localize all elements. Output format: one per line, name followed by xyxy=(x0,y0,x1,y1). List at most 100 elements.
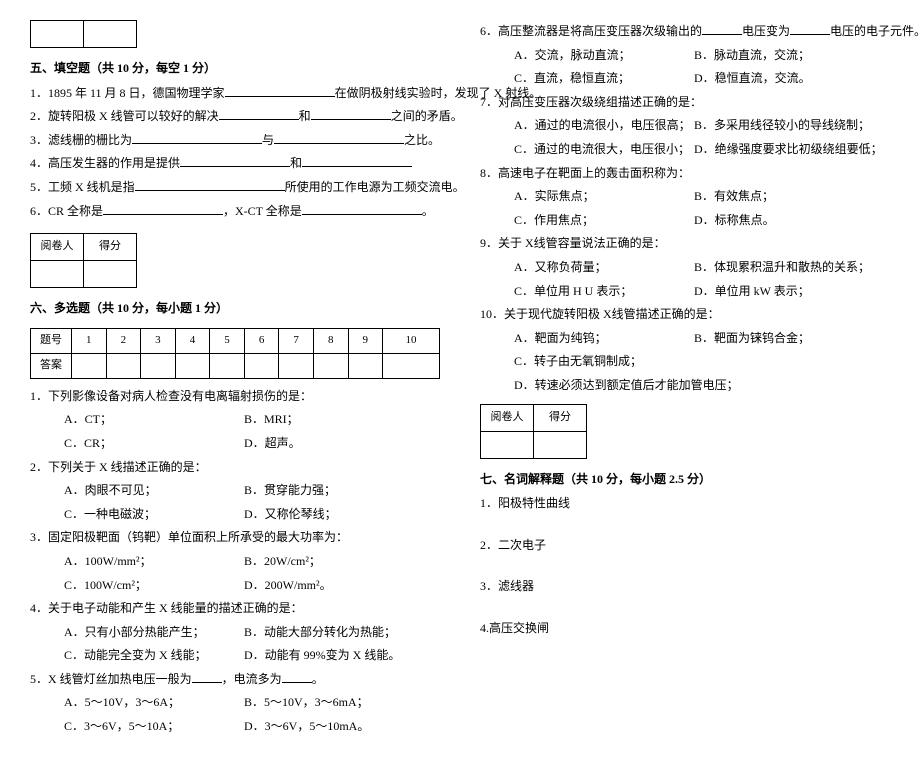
term3: 3．滤线器 xyxy=(480,575,890,599)
opt: A．5～10V，3～6A； xyxy=(64,691,244,715)
score-box-right: 阅卷人 得分 xyxy=(480,404,587,459)
text: 。 xyxy=(422,204,434,218)
q6-9-opts: A．又称负荷量； B．体现累积温升和散热的关系； C．单位用 H U 表示； D… xyxy=(480,256,890,303)
row-label: 题号 xyxy=(31,328,72,353)
text: 4．高压发生器的作用是提供 xyxy=(30,156,180,170)
opt: C．一种电磁波； xyxy=(64,503,244,527)
opt: B．体现累积温升和散热的关系； xyxy=(694,256,874,280)
right-column: 6．高压整流器是将高压变压器次级输出的电压变为电压的电子元件。 A．交流，脉动直… xyxy=(480,20,890,739)
text: ，电流多为 xyxy=(222,672,282,686)
opt: B．有效焦点； xyxy=(694,185,874,209)
text: ，X-CT 全称是 xyxy=(223,204,302,218)
num: 10 xyxy=(383,328,440,353)
num: 4 xyxy=(175,328,210,353)
num: 6 xyxy=(244,328,279,353)
scorebox-col2: 得分 xyxy=(534,404,587,431)
opt: A．肉眼不可见； xyxy=(64,479,244,503)
opt: A．又称负荷量； xyxy=(514,256,694,280)
q6-7-stem: 7．对高压变压器次级绕组描述正确的是： xyxy=(480,91,890,115)
left-column: 五、填空题（共 10 分，每空 1 分） 1．1895 年 11 月 8 日，德… xyxy=(30,20,440,739)
opt: A．通过的电流很小，电压很高； xyxy=(514,114,694,138)
text: 2．旋转阳极 X 线管可以较好的解决 xyxy=(30,109,219,123)
opt: D．200W/mm²。 xyxy=(244,574,424,598)
q5-6: 6．CR 全称是 ，X-CT 全称是 。 xyxy=(30,200,440,224)
term1: 1．阳极特性曲线 xyxy=(480,492,890,516)
opt: D．转速必须达到额定值后才能加管电压； xyxy=(514,374,739,398)
score-box-mid: 阅卷人 得分 xyxy=(30,233,137,288)
opt: D．又称伦琴线； xyxy=(244,503,424,527)
text: 与 xyxy=(262,133,274,147)
num: 3 xyxy=(141,328,176,353)
q6-10-opts: A．靶面为纯钨； B．靶面为铼钨合金； C．转子由无氧铜制成； D．转速必须达到… xyxy=(480,327,890,398)
num: 1 xyxy=(72,328,107,353)
scorebox-col2: 得分 xyxy=(84,234,137,261)
opt: D．绝缘强度要求比初级绕组要低； xyxy=(694,138,874,162)
text: 所使用的工作电源为工频交流电。 xyxy=(285,180,465,194)
opt: C．单位用 H U 表示； xyxy=(514,280,694,304)
text: 5．X 线管灯丝加热电压一般为 xyxy=(30,672,192,686)
opt: C．作用焦点； xyxy=(514,209,694,233)
text: 电压的电子元件。 xyxy=(830,24,920,38)
text: 5．工频 X 线机是指 xyxy=(30,180,135,194)
num: 9 xyxy=(348,328,383,353)
opt: A．100W/mm²； xyxy=(64,550,244,574)
opt: C．CR； xyxy=(64,432,244,456)
opt: A．CT； xyxy=(64,408,244,432)
q6-6-stem: 6．高压整流器是将高压变压器次级输出的电压变为电压的电子元件。 xyxy=(480,20,890,44)
scorebox-col1: 阅卷人 xyxy=(481,404,534,431)
section7-title: 七、名词解释题（共 10 分，每小题 2.5 分） xyxy=(480,467,890,493)
opt: D．动能有 99%变为 X 线能。 xyxy=(244,644,424,668)
text: 之间的矛盾。 xyxy=(391,109,463,123)
q6-9-stem: 9．关于 X线管容量说法正确的是： xyxy=(480,232,890,256)
q6-7-opts: A．通过的电流很小，电压很高； B．多采用线径较小的导线绕制； C．通过的电流很… xyxy=(480,114,890,161)
text: 。 xyxy=(312,672,324,686)
opt: D．单位用 kW 表示； xyxy=(694,280,874,304)
q6-4-opts: A．只有小部分热能产生； B．动能大部分转化为热能； C．动能完全变为 X 线能… xyxy=(30,621,440,668)
text: 3．滤线栅的栅比为 xyxy=(30,133,132,147)
q6-8-stem: 8．高速电子在靶面上的轰击面积称为： xyxy=(480,162,890,186)
text: 6．高压整流器是将高压变压器次级输出的 xyxy=(480,24,702,38)
section6-title: 六、多选题（共 10 分，每小题 1 分） xyxy=(30,296,440,322)
text: 电压变为 xyxy=(742,24,790,38)
q6-3-opts: A．100W/mm²； B．20W/cm²； C．100W/cm²； D．200… xyxy=(30,550,440,597)
scorebox-col1: 阅卷人 xyxy=(31,234,84,261)
q6-8-opts: A．实际焦点； B．有效焦点； C．作用焦点； D．标称焦点。 xyxy=(480,185,890,232)
opt: B．多采用线径较小的导线绕制； xyxy=(694,114,874,138)
opt: B．靶面为铼钨合金； xyxy=(694,327,874,351)
num: 7 xyxy=(279,328,314,353)
opt: C．转子由无氧铜制成； xyxy=(514,350,694,374)
opt: D．标称焦点。 xyxy=(694,209,874,233)
text: 1．1895 年 11 月 8 日，德国物理学家 xyxy=(30,86,225,100)
q5-2: 2．旋转阳极 X 线管可以较好的解决和之间的矛盾。 xyxy=(30,105,440,129)
opt: D．超声。 xyxy=(244,432,424,456)
num: 8 xyxy=(313,328,348,353)
q6-3-stem: 3．固定阳极靶面（钨靶）单位面积上所承受的最大功率为： xyxy=(30,526,440,550)
opt: C．100W/cm²； xyxy=(64,574,244,598)
q6-5-stem: 5．X 线管灯丝加热电压一般为 ，电流多为 。 xyxy=(30,668,440,692)
opt: C．直流，稳恒直流； xyxy=(514,67,694,91)
q6-2-opts: A．肉眼不可见； B．贯穿能力强； C．一种电磁波； D．又称伦琴线； xyxy=(30,479,440,526)
num: 2 xyxy=(106,328,141,353)
q6-1-stem: 1．下列影像设备对病人检查没有电离辐射损伤的是： xyxy=(30,385,440,409)
opt: B．5～10V，3～6mA； xyxy=(244,691,424,715)
section5-title: 五、填空题（共 10 分，每空 1 分） xyxy=(30,56,440,82)
opt: B．贯穿能力强； xyxy=(244,479,424,503)
opt: A．实际焦点； xyxy=(514,185,694,209)
opt: B．MRI； xyxy=(244,408,424,432)
row-label: 答案 xyxy=(31,353,72,378)
opt: C．动能完全变为 X 线能； xyxy=(64,644,244,668)
term2: 2．二次电子 xyxy=(480,534,890,558)
term4: 4.高压交换闸 xyxy=(480,617,890,641)
q5-5: 5．工频 X 线机是指所使用的工作电源为工频交流电。 xyxy=(30,176,440,200)
q6-10-stem: 10．关于现代旋转阳极 X线管描述正确的是： xyxy=(480,303,890,327)
q5-3: 3．滤线栅的栅比为 与 之比。 xyxy=(30,129,440,153)
opt: B．动能大部分转化为热能； xyxy=(244,621,424,645)
opt: D．稳恒直流，交流。 xyxy=(694,67,874,91)
text: 6．CR 全称是 xyxy=(30,204,103,218)
opt: B．20W/cm²； xyxy=(244,550,424,574)
text: 和 xyxy=(290,156,302,170)
opt: B．脉动直流，交流； xyxy=(694,44,874,68)
q6-1-opts: A．CT； B．MRI； C．CR； D．超声。 xyxy=(30,408,440,455)
answer-table: 题号 1 2 3 4 5 6 7 8 9 10 答案 xyxy=(30,328,440,379)
text: 之比。 xyxy=(404,133,440,147)
